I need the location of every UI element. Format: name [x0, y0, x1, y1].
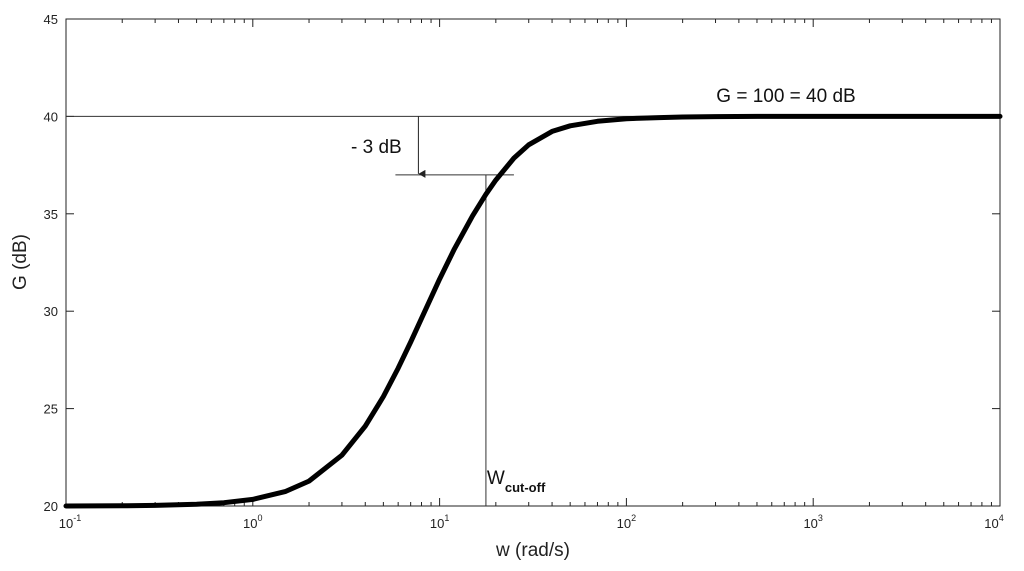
x-tick-label: 102: [617, 513, 636, 531]
series-group: [63, 113, 1003, 509]
y-tick-label: 40: [44, 109, 58, 124]
x-tick-label: 100: [243, 513, 262, 531]
plot-area: [65, 18, 1001, 507]
y-tick-label: 35: [44, 207, 58, 222]
y-tick-label: 20: [44, 499, 58, 514]
gain-annotation: G = 100 = 40 dB: [716, 86, 855, 107]
gain-curve: [63, 113, 1003, 509]
x-tick-label: 10-1: [59, 513, 81, 531]
x-axis-title: w (rad/s): [495, 540, 570, 561]
x-tick-label: 104: [984, 513, 1003, 531]
x-tick-label: 101: [430, 513, 449, 531]
y-tick-label: 45: [44, 12, 58, 27]
y-axis-title: G (dB): [10, 234, 31, 290]
y-tick-label: 30: [44, 304, 58, 319]
minus-3db-annotation: - 3 dB: [351, 137, 402, 158]
y-tick-label: 25: [44, 402, 58, 417]
x-tick-label: 103: [803, 513, 822, 531]
x-tick-labels: 10-1 100 101 102 103 104: [59, 513, 1004, 531]
y-tick-labels: 20 25 30 35 40 45: [44, 12, 58, 514]
